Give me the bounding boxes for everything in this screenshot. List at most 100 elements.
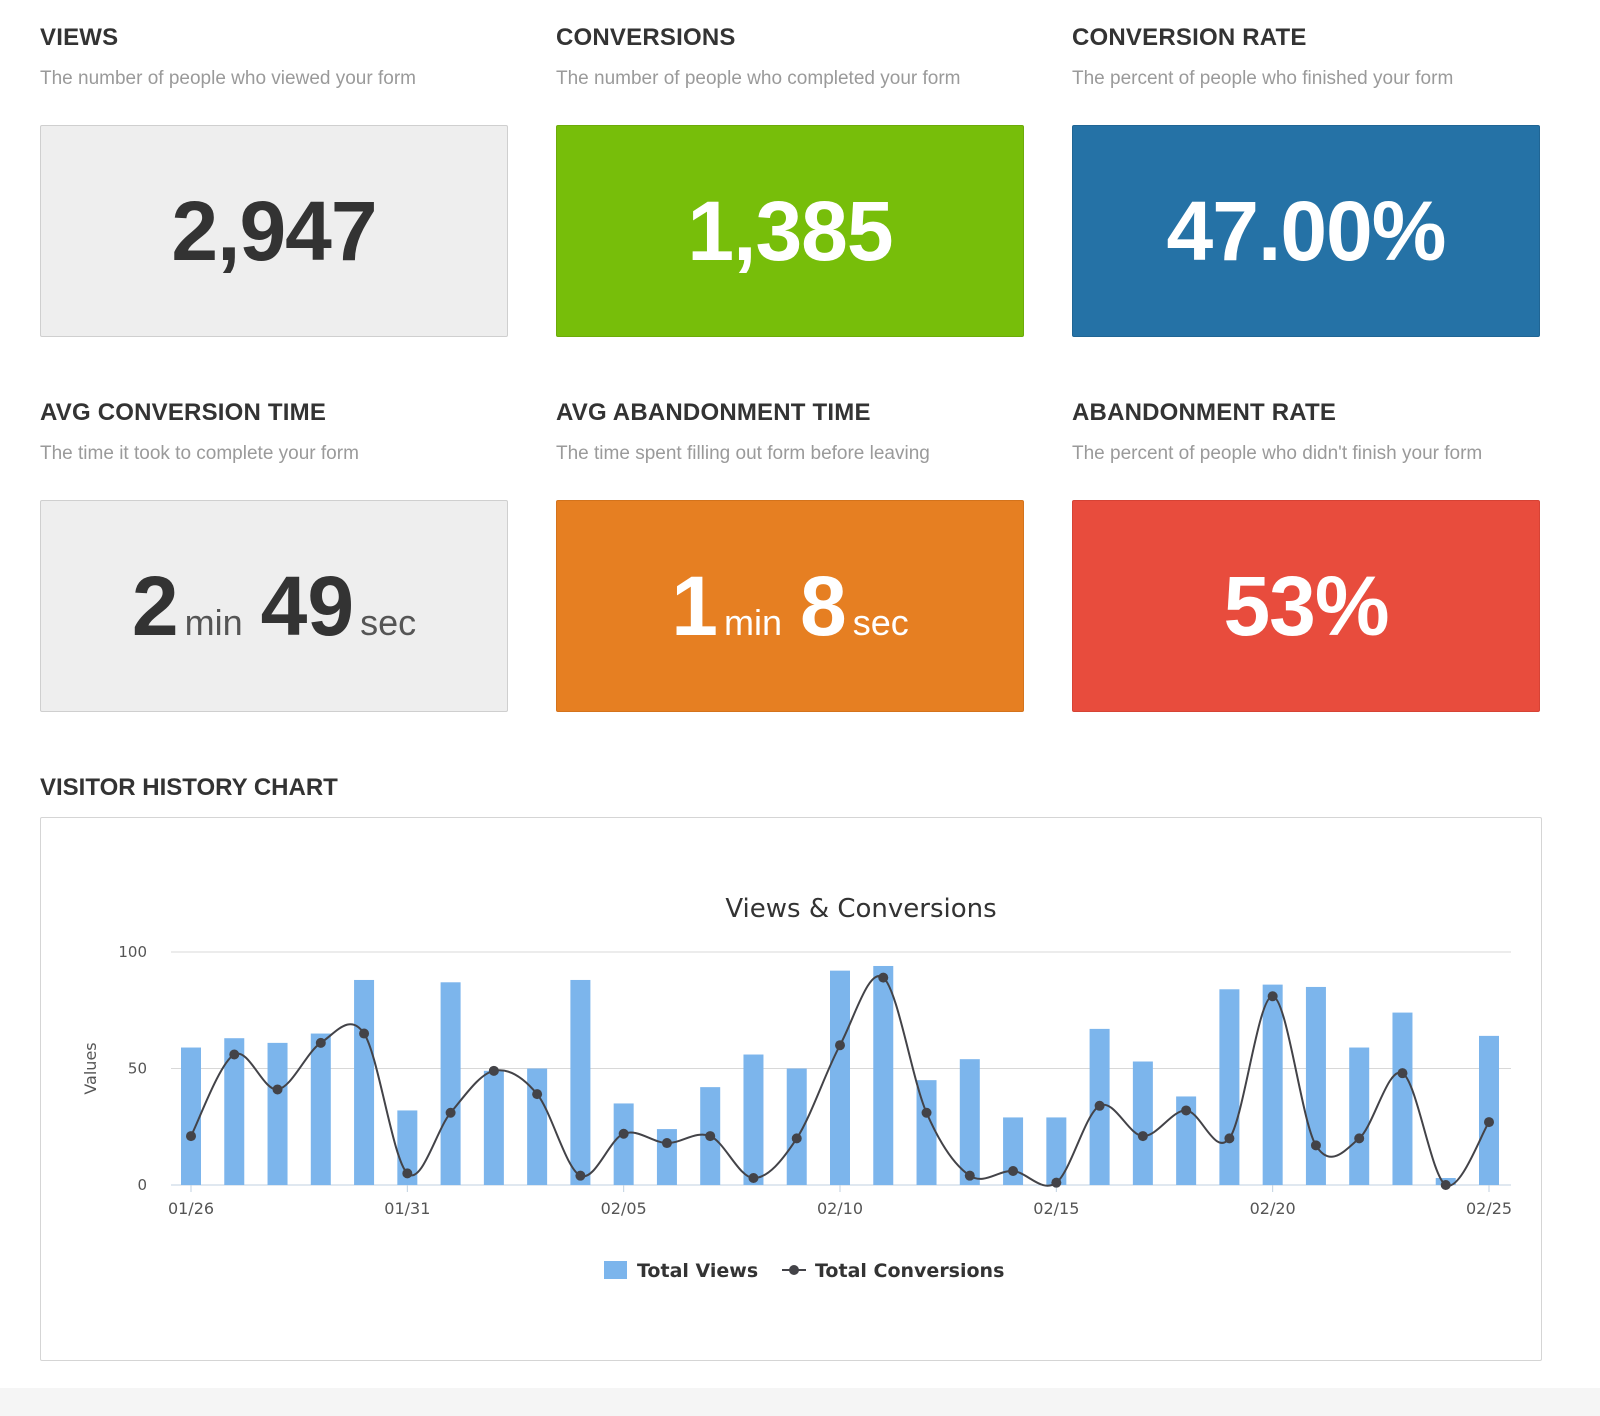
point-total-conversions [359, 1028, 370, 1039]
bar-total-views [959, 1059, 980, 1185]
point-total-conversions [1224, 1133, 1235, 1144]
conversion-rate-title: CONVERSION RATE [1072, 24, 1307, 51]
abandonment-rate-value-box: 53% [1072, 500, 1540, 712]
point-total-conversions [748, 1173, 759, 1184]
point-total-conversions [1440, 1180, 1451, 1190]
avg-conversion-time-sec-unit: sec [360, 601, 417, 643]
point-total-conversions [1137, 1131, 1148, 1142]
legend-label-total-conversions: Total Conversions [815, 1260, 1004, 1282]
abandonment-rate-description: The percent of people who didn't finish … [1072, 443, 1483, 464]
point-total-conversions [1094, 1100, 1105, 1111]
bar-total-views [181, 1047, 201, 1185]
abandonment-rate-title: ABANDONMENT RATE [1072, 399, 1337, 426]
avg-conversion-time-min-unit: min [184, 601, 243, 643]
bar-total-views [656, 1129, 677, 1185]
bar-total-views [1349, 1047, 1370, 1185]
x-tick-label: 02/20 [1250, 1199, 1296, 1218]
chart-title: Views & Conversions [725, 894, 996, 924]
legend-item-total-conversions: Total Conversions [782, 1260, 1004, 1282]
avg-abandonment-time-value-box: 1 min 8 sec [556, 500, 1024, 712]
x-tick-label: 01/26 [168, 1199, 214, 1218]
conversions-value-box: 1,385 [556, 125, 1024, 337]
avg-conversion-time-card: AVG CONVERSION TIME The time it took to … [40, 398, 510, 712]
avg-conversion-time-description: The time it took to complete your form [40, 443, 359, 464]
x-tick-label: 02/15 [1033, 1199, 1079, 1218]
bar-total-views [1392, 1012, 1413, 1185]
point-total-conversions [315, 1037, 326, 1048]
views-title: VIEWS [40, 24, 119, 51]
avg-conversion-time-title: AVG CONVERSION TIME [40, 399, 327, 426]
conversions-title: CONVERSIONS [556, 24, 736, 51]
page-footer-strip [0, 1388, 1600, 1416]
bar-total-views [613, 1103, 634, 1185]
point-total-conversions [1484, 1117, 1494, 1128]
bar-total-views [916, 1080, 937, 1185]
bar-total-views [1003, 1117, 1024, 1185]
legend-swatch-total-views [604, 1261, 627, 1279]
avg-conversion-time-minutes: 2 [131, 558, 179, 653]
bar-total-views [354, 979, 375, 1185]
point-total-conversions [1008, 1166, 1019, 1177]
bar-total-views [1262, 984, 1283, 1185]
bar-total-views [786, 1068, 807, 1185]
bar-total-views [1176, 1096, 1197, 1185]
legend-label-total-views: Total Views [637, 1260, 758, 1282]
bar-total-views [873, 965, 894, 1185]
point-total-conversions [186, 1131, 196, 1142]
bar-total-views [1479, 1035, 1499, 1185]
avg-abandonment-time-value: 1 min 8 sec [671, 558, 908, 655]
point-total-conversions [1354, 1133, 1365, 1144]
avg-abandonment-time-title: AVG ABANDONMENT TIME [556, 399, 871, 426]
point-total-conversions [705, 1131, 716, 1142]
y-axis-label: Values [81, 1042, 100, 1094]
conversion-rate-description: The percent of people who finished your … [1072, 68, 1454, 89]
point-total-conversions [1310, 1140, 1321, 1151]
abandonment-rate-value: 53% [1223, 558, 1389, 653]
bar-total-views [743, 1054, 764, 1185]
legend-item-total-views: Total Views [604, 1260, 758, 1282]
visitor-history-chart-panel: Views & Conversions 0 50 100 Values 01/26 01/3… [40, 817, 1542, 1361]
point-total-conversions [921, 1107, 932, 1118]
avg-conversion-time-value: 2 min 49 sec [132, 558, 416, 655]
conversion-rate-value: 47.00% [1166, 183, 1447, 278]
visitor-history-chart-title: VISITOR HISTORY CHART [40, 774, 338, 801]
point-total-conversions [878, 972, 889, 983]
bar-total-views [1046, 1117, 1067, 1185]
point-total-conversions [661, 1138, 672, 1149]
conversions-card: CONVERSIONS The number of people who com… [556, 23, 1026, 337]
visitor-history-chart: Views & Conversions 0 50 100 Values 01/26 01/3… [81, 894, 1512, 1282]
bar-total-views [570, 979, 591, 1185]
avg-abandonment-time-minutes: 1 [671, 558, 718, 653]
point-total-conversions [1051, 1177, 1062, 1188]
conversion-rate-card: CONVERSION RATE The percent of people wh… [1072, 23, 1542, 337]
y-tick-label: 50 [128, 1060, 147, 1078]
bar-total-views [267, 1042, 288, 1185]
point-total-conversions [964, 1170, 975, 1181]
bar-total-views [527, 1068, 548, 1185]
point-total-conversions [575, 1170, 586, 1181]
views-value-box: 2,947 [40, 125, 508, 337]
point-total-conversions [1181, 1105, 1192, 1116]
point-total-conversions [791, 1133, 802, 1144]
views-value: 2,947 [171, 183, 377, 278]
abandonment-rate-card: ABANDONMENT RATE The percent of people w… [1072, 398, 1542, 712]
point-total-conversions [532, 1089, 543, 1100]
avg-abandonment-time-description: The time spent filling out form before l… [556, 443, 930, 464]
legend-marker-total-conversions [789, 1265, 799, 1275]
bar-total-views [1305, 986, 1326, 1185]
conversions-description: The number of people who completed your … [556, 68, 961, 89]
point-total-conversions [1397, 1068, 1408, 1079]
views-card: VIEWS The number of people who viewed yo… [40, 23, 510, 337]
y-tick-label: 0 [137, 1176, 147, 1194]
avg-conversion-time-seconds: 49 [260, 558, 355, 653]
point-total-conversions [835, 1040, 845, 1051]
bar-total-views [310, 1033, 331, 1185]
y-tick-label: 100 [118, 943, 147, 961]
bar-total-views [483, 1070, 504, 1185]
point-total-conversions [1267, 991, 1278, 1002]
point-total-conversions [488, 1065, 499, 1076]
bar-total-views [440, 982, 461, 1185]
point-total-conversions [272, 1084, 283, 1095]
conversion-rate-value-box: 47.00% [1072, 125, 1540, 337]
x-tick-label: 01/31 [384, 1199, 430, 1218]
